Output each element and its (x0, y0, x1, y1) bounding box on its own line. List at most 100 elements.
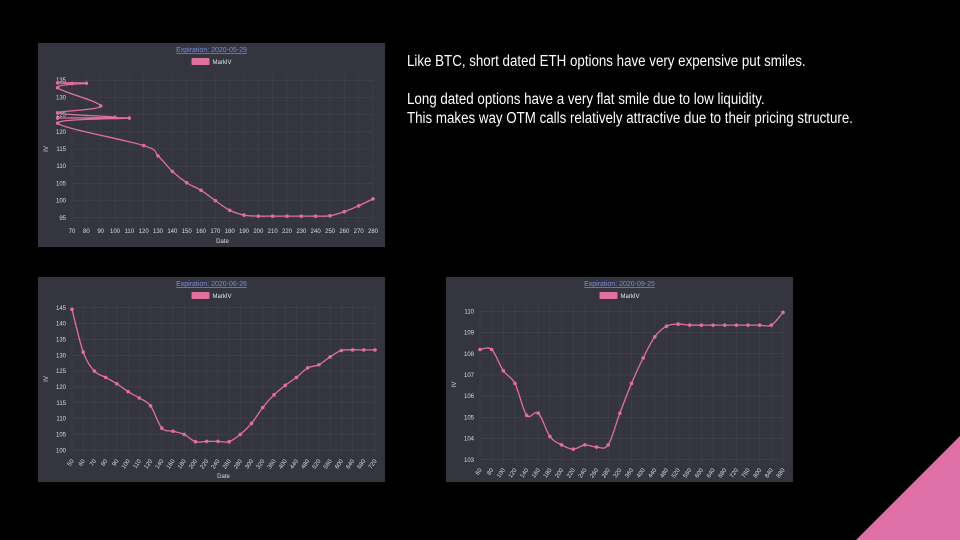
data-point (313, 214, 318, 218)
data-point (238, 432, 243, 437)
data-point (103, 375, 108, 380)
data-point (571, 447, 576, 451)
y-tick-label: 125 (56, 113, 67, 119)
data-point (594, 445, 599, 449)
x-tick-label: 360 (267, 458, 278, 470)
x-tick-label: 720 (368, 458, 379, 470)
y-tick-label: 115 (56, 147, 66, 153)
x-tick-label: 220 (200, 458, 211, 470)
x-tick-label: 110 (133, 458, 144, 470)
x-tick-label: 600 (334, 458, 345, 470)
data-point (548, 434, 552, 439)
legend-swatch (191, 292, 210, 299)
data-point (98, 104, 103, 108)
data-point (70, 81, 74, 86)
data-point (722, 323, 727, 327)
data-point (664, 324, 669, 328)
commentary-line-2: Long dated options have a very flat smil… (407, 91, 765, 108)
y-tick-label: 145 (56, 306, 67, 312)
data-point (113, 115, 117, 120)
data-point (629, 381, 634, 386)
x-tick-label: 600 (694, 467, 705, 479)
y-tick-label: 107 (464, 373, 475, 379)
legend-label: MarkIV (213, 294, 232, 300)
x-tick-label: 120 (144, 458, 155, 470)
x-tick-label: 130 (153, 229, 164, 235)
data-point (328, 213, 332, 218)
x-tick-label: 840 (764, 467, 775, 479)
x-tick-label: 90 (112, 458, 121, 467)
x-tick-label: 250 (325, 229, 336, 235)
x-tick-label: 80 (83, 229, 90, 235)
commentary-gap (407, 71, 871, 90)
x-tick-label: 80 (101, 458, 110, 467)
data-point (216, 439, 220, 444)
y-tick-label: 100 (56, 448, 67, 454)
data-point (256, 214, 261, 218)
data-point (536, 411, 541, 415)
y-tick-label: 135 (56, 78, 67, 84)
data-point (170, 169, 175, 174)
y-tick-label: 108 (464, 352, 475, 358)
data-point (137, 396, 142, 400)
y-axis-label: IV (452, 382, 458, 388)
y-axis-label: IV (44, 146, 50, 152)
x-tick-label: 260 (339, 229, 350, 235)
y-tick-label: 130 (56, 353, 67, 359)
x-tick-label: 720 (729, 467, 740, 479)
x-tick-label: 260 (222, 458, 233, 470)
data-point (270, 214, 275, 218)
data-point (305, 366, 310, 370)
chart-1-svg: Expiration: 2020-05-29 MarkIV 95 100 105 110 1… (44, 47, 379, 245)
data-point (242, 213, 246, 217)
x-tick-label: 320 (256, 458, 267, 470)
x-tick-label: 400 (278, 458, 289, 470)
y-tick-label: 110 (464, 309, 474, 315)
y-tick-label: 100 (56, 199, 67, 205)
data-point (478, 347, 482, 352)
x-tick-label: 560 (683, 467, 694, 479)
data-point (55, 85, 60, 90)
data-point (342, 209, 347, 214)
x-tick-label: 160 (196, 229, 207, 235)
data-point (159, 426, 164, 430)
data-point (127, 116, 132, 120)
commentary-line-3: This makes way OTM calls relatively attr… (407, 110, 853, 127)
data-point (213, 198, 218, 203)
x-tick-label: 400 (636, 467, 647, 479)
data-point (606, 443, 610, 447)
data-point (583, 443, 587, 447)
chart-title: Expiration: 2020-05-29 (176, 47, 247, 54)
x-tick-label: 100 (496, 467, 507, 479)
data-point (501, 368, 506, 373)
chart-title: Expiration: 2020-09-25 (584, 281, 655, 288)
x-tick-label: 480 (301, 458, 312, 470)
data-point (769, 323, 774, 327)
data-point (350, 348, 355, 352)
y-tick-label: 140 (56, 322, 67, 328)
data-point (734, 323, 739, 327)
data-point (641, 356, 645, 360)
x-tick-label: 760 (741, 467, 752, 479)
data-point (513, 381, 517, 386)
chart-2-svg: Expiration: 2020-06-26 MarkIV 100 105 110 115… (44, 281, 379, 480)
data-point (204, 439, 209, 444)
y-tick-label: 110 (56, 164, 66, 170)
legend-swatch (191, 58, 210, 65)
data-point (227, 208, 232, 213)
x-tick-label: 200 (188, 458, 199, 470)
x-tick-label: 320 (613, 467, 624, 479)
x-tick-label: 160 (166, 458, 177, 470)
data-point (299, 214, 304, 218)
commentary-text: Like BTC, short dated ETH options have v… (407, 52, 871, 128)
series-line (71, 309, 375, 443)
x-tick-label: 220 (282, 229, 293, 235)
x-tick-label: 640 (706, 467, 717, 479)
data-point (676, 322, 680, 326)
data-point (328, 355, 332, 359)
x-tick-label: 180 (543, 467, 554, 479)
data-point (356, 203, 361, 208)
y-tick-label: 135 (56, 337, 67, 343)
data-point (182, 432, 187, 437)
data-point (361, 348, 366, 352)
